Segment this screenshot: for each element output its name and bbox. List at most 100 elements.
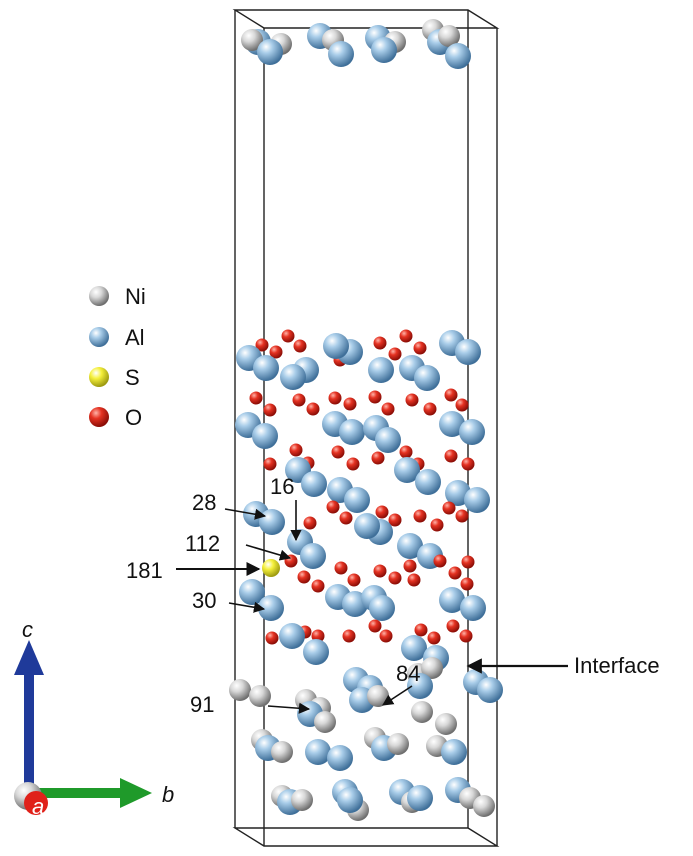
- al-atom: [253, 355, 279, 381]
- element-legend: Ni Al S O: [89, 284, 146, 430]
- arrow-28: [224, 508, 267, 520]
- al-atom: [460, 595, 486, 621]
- axis-triad: c b a: [14, 617, 174, 819]
- ni-atom: [435, 713, 457, 735]
- o-atom: [399, 329, 413, 343]
- al-atom: [257, 39, 283, 65]
- al-atom: [369, 595, 395, 621]
- ni-atom: [229, 679, 251, 701]
- ni-atom: [473, 795, 495, 817]
- arrow-91: [267, 702, 311, 714]
- o-atom: [403, 559, 417, 573]
- label-181: 181: [126, 558, 163, 583]
- ni-atom: [241, 29, 263, 51]
- ni-atom: [411, 701, 433, 723]
- o-atom: [388, 513, 402, 527]
- o-atom: [455, 509, 469, 523]
- legend-s-atom: [89, 367, 109, 387]
- al-atom: [259, 509, 285, 535]
- al-atom: [397, 533, 423, 559]
- o-atom: [334, 561, 348, 575]
- legend-ni-atom: [89, 286, 109, 306]
- al-atom: [337, 787, 363, 813]
- al-atom: [459, 419, 485, 445]
- o-atom: [446, 619, 460, 633]
- o-atom: [255, 338, 269, 352]
- o-atom: [346, 457, 360, 471]
- al-atom: [300, 543, 326, 569]
- o-atom: [347, 573, 361, 587]
- o-atom: [381, 402, 395, 416]
- al-atom: [415, 469, 441, 495]
- o-atom: [430, 518, 444, 532]
- legend-o-label: O: [125, 405, 142, 430]
- o-atom: [444, 388, 458, 402]
- b-axis-label: b: [162, 782, 174, 807]
- al-atom: [407, 673, 433, 699]
- ni-atom: [314, 711, 336, 733]
- arrow-84: [382, 685, 413, 706]
- al-atom: [368, 357, 394, 383]
- al-atom: [439, 587, 465, 613]
- c-axis-label: c: [22, 617, 33, 642]
- o-atom: [433, 554, 447, 568]
- o-atom: [388, 571, 402, 585]
- al-atom: [394, 457, 420, 483]
- o-atom: [339, 511, 353, 525]
- o-atom: [293, 339, 307, 353]
- o-atom: [269, 345, 283, 359]
- site-annotations: 28 16 112 181 30 84 91 Interface: [126, 474, 660, 717]
- legend-ni-label: Ni: [125, 284, 146, 309]
- o-atom: [399, 445, 413, 459]
- o-atom: [413, 341, 427, 355]
- o-atom: [460, 577, 474, 591]
- o-atom: [375, 505, 389, 519]
- o-atom: [379, 629, 393, 643]
- a-axis-arrow: [24, 791, 48, 815]
- a-axis-label: a: [32, 794, 44, 819]
- al-atom: [239, 579, 265, 605]
- ni-atom: [249, 685, 271, 707]
- al-atom: [339, 419, 365, 445]
- al-atom: [279, 623, 305, 649]
- o-atom: [444, 449, 458, 463]
- o-atom: [368, 619, 382, 633]
- b-axis-arrowhead: [120, 778, 152, 808]
- label-30: 30: [192, 588, 216, 613]
- ni-atom: [421, 657, 443, 679]
- label-91: 91: [190, 692, 214, 717]
- o-atom: [423, 402, 437, 416]
- o-atom: [373, 336, 387, 350]
- atoms-layer: [229, 19, 503, 821]
- o-atom: [371, 451, 385, 465]
- al-atom: [305, 739, 331, 765]
- o-atom: [303, 516, 317, 530]
- o-atom: [311, 579, 325, 593]
- label-28: 28: [192, 490, 216, 515]
- ni-atom: [271, 741, 293, 763]
- o-atom: [263, 403, 277, 417]
- legend-s-label: S: [125, 365, 140, 390]
- ni-atom: [291, 789, 313, 811]
- o-atom: [455, 398, 469, 412]
- al-atom: [439, 411, 465, 437]
- o-atom: [373, 564, 387, 578]
- al-atom: [344, 487, 370, 513]
- o-atom: [448, 566, 462, 580]
- arrow-30: [228, 601, 266, 613]
- al-atom: [455, 339, 481, 365]
- o-atom: [459, 629, 473, 643]
- o-atom: [407, 573, 421, 587]
- al-atom: [371, 37, 397, 63]
- al-atom: [327, 745, 353, 771]
- al-atom: [401, 635, 427, 661]
- al-atom: [414, 365, 440, 391]
- al-atom: [477, 677, 503, 703]
- o-atom: [328, 391, 342, 405]
- label-interface: Interface: [574, 653, 660, 678]
- o-atom: [265, 631, 279, 645]
- al-atom: [445, 43, 471, 69]
- al-atom: [258, 595, 284, 621]
- al-atom: [354, 513, 380, 539]
- o-atom: [297, 570, 311, 584]
